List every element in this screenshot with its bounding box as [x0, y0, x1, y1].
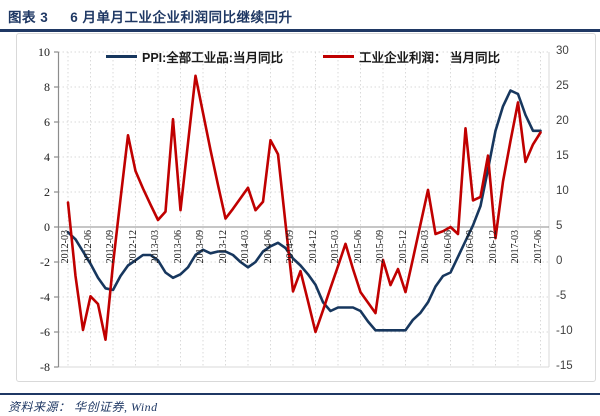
source-note: 资料来源： 华创证券, Wind	[8, 400, 158, 414]
footer-rule	[0, 393, 600, 395]
profit-line-swatch	[323, 55, 354, 58]
legend-label-ppi: PPI:全部工业品:当月同比	[142, 51, 283, 65]
title-underline	[0, 29, 600, 32]
figure-header: 图表 3 6 月单月工业企业利润同比继续回升	[8, 6, 598, 28]
legend-item-ppi: PPI:全部工业品:当月同比	[106, 49, 283, 65]
legend-item-profit: 工业企业利润： 当月同比	[323, 49, 500, 65]
figure-title: 6 月单月工业企业利润同比继续回升	[70, 10, 293, 25]
figure-label: 图表 3	[8, 10, 49, 25]
ppi-series-line	[66, 89, 542, 332]
legend-label-profit: 工业企业利润： 当月同比	[359, 51, 500, 65]
chart-legend: PPI:全部工业品:当月同比 工业企业利润： 当月同比	[0, 49, 600, 65]
ppi-line-swatch	[106, 55, 137, 58]
profit-series-line	[66, 74, 542, 342]
